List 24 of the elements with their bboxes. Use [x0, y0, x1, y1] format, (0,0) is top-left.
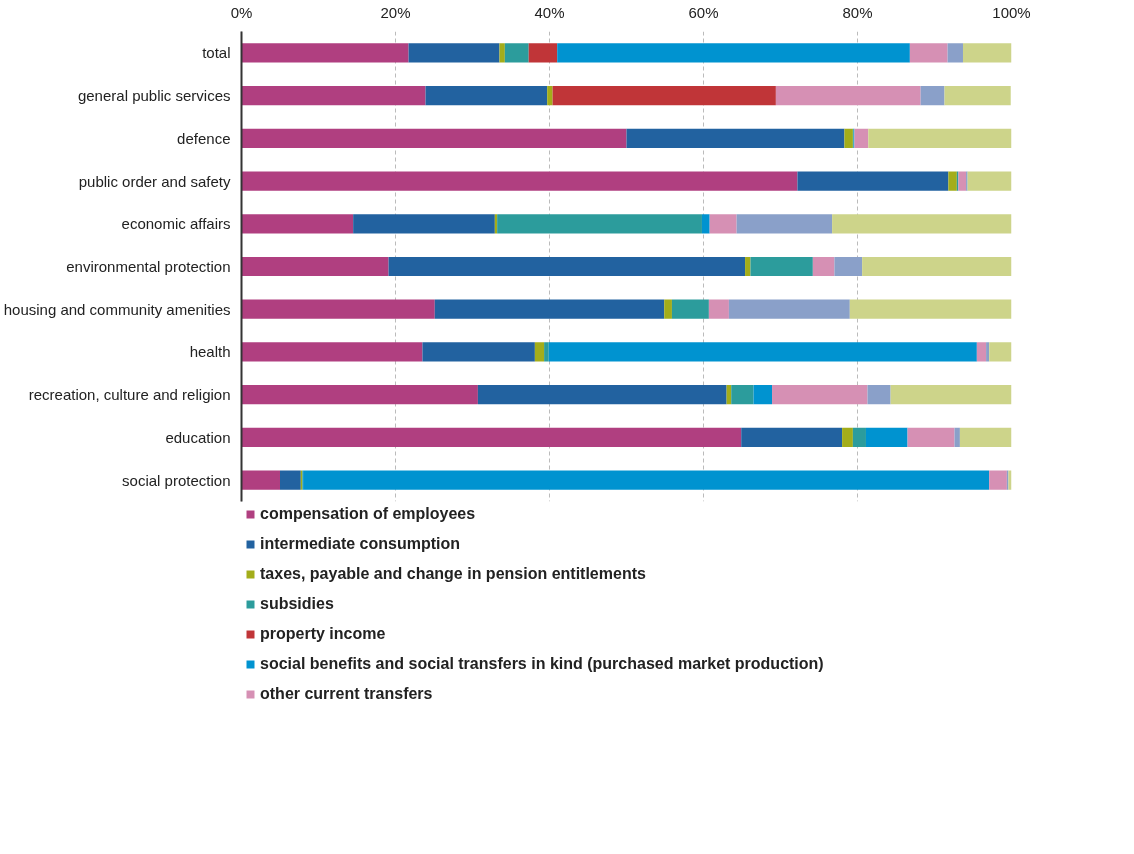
y-tick-label: health: [189, 343, 231, 361]
y-tick-label: social protection: [122, 471, 231, 489]
x-tick-label: 60%: [688, 3, 719, 21]
x-tick-label: 40%: [534, 3, 565, 21]
y-tick-label: total: [202, 44, 231, 62]
y-tick-label: economic affairs: [121, 215, 231, 233]
legend-label: taxes, payable and change in pension entitlements: [260, 565, 646, 583]
y-tick-label: environmental protection: [66, 258, 231, 275]
x-tick-label: 80%: [842, 3, 873, 21]
x-tick-label: 100%: [992, 3, 1031, 21]
x-tick-label: 0%: [230, 3, 253, 21]
legend-label: property income: [260, 625, 386, 643]
legend-label: compensation of employees: [260, 505, 476, 523]
legend-label: intermediate consumption: [260, 535, 461, 553]
y-tick-label: general public services: [77, 87, 231, 105]
y-tick-label: housing and community amenities: [3, 300, 231, 318]
x-tick-label: 20%: [380, 3, 411, 21]
y-tick-label: defence: [177, 129, 231, 147]
legend-label: other current transfers: [260, 685, 433, 703]
y-tick-label: education: [165, 428, 231, 446]
y-tick-label: recreation, culture and religion: [28, 386, 231, 404]
y-tick-label: public order and safety: [78, 172, 231, 190]
legend-label: social benefits and social transfers in kind (purchased market production): [260, 655, 824, 673]
legend-label: subsidies: [260, 595, 334, 613]
